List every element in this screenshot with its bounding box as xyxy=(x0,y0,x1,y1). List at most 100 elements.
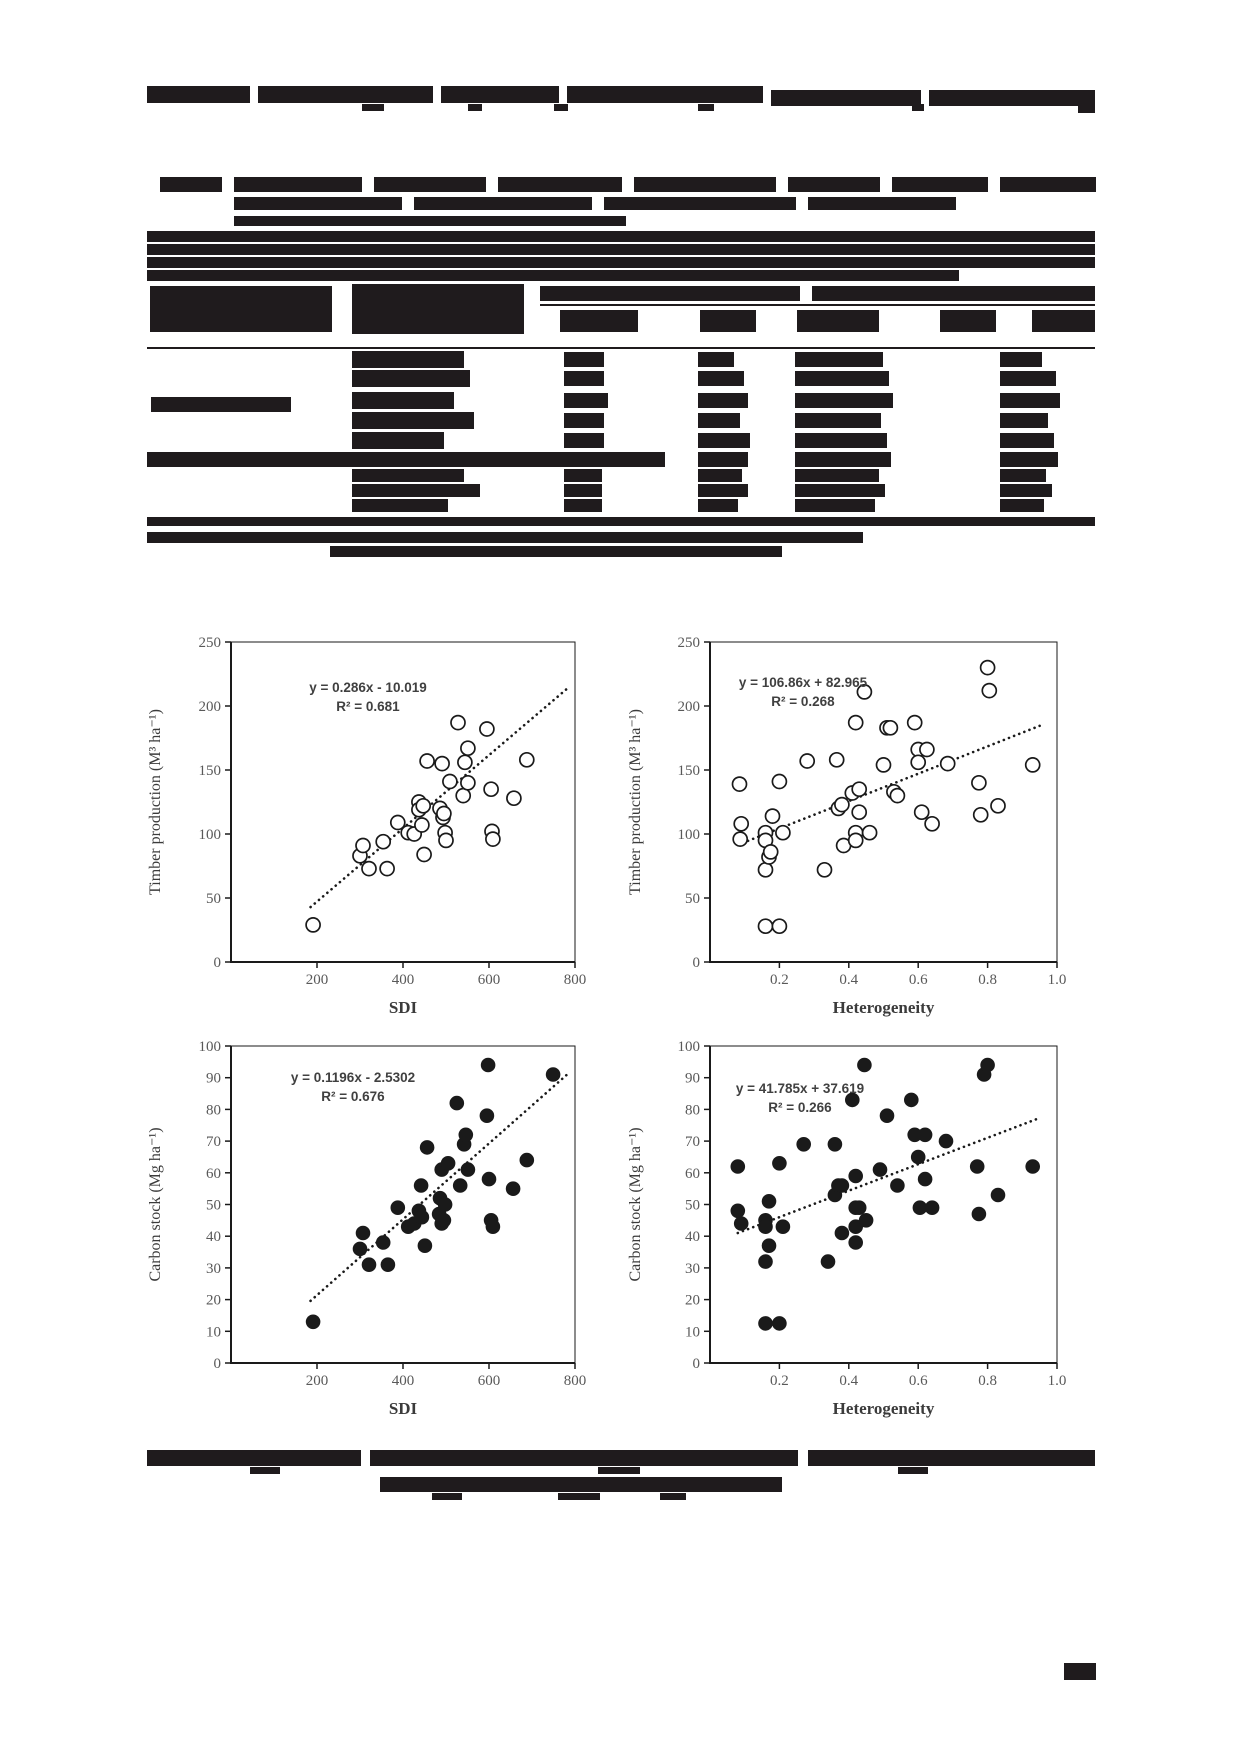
data-point xyxy=(758,1254,773,1269)
redaction-bar xyxy=(564,469,602,482)
redaction-bar xyxy=(147,231,1095,242)
y-tick-label: 70 xyxy=(206,1134,221,1150)
data-point xyxy=(820,1254,836,1269)
redaction-bar xyxy=(147,86,250,103)
y-tick-label: 10 xyxy=(685,1324,700,1340)
data-point xyxy=(419,1140,435,1155)
data-point xyxy=(414,817,430,833)
redaction-bar xyxy=(558,1493,600,1500)
y-tick-label: 40 xyxy=(685,1229,700,1245)
data-point xyxy=(545,1067,561,1082)
y-tick-label: 100 xyxy=(678,1039,701,1055)
redaction-bar xyxy=(352,351,464,368)
redaction-bar xyxy=(150,286,332,332)
redaction-bar xyxy=(250,1467,280,1474)
x-tick-label: 800 xyxy=(564,972,587,988)
redaction-bar xyxy=(147,257,1095,268)
y-tick-label: 50 xyxy=(685,891,700,907)
data-point xyxy=(457,754,473,771)
y-tick-label: 250 xyxy=(199,635,222,651)
redaction-bar xyxy=(795,433,887,448)
y-tick-label: 50 xyxy=(685,1198,700,1214)
data-point xyxy=(879,1108,895,1123)
data-point xyxy=(416,846,432,863)
data-point xyxy=(442,773,458,790)
redaction-bar xyxy=(160,177,222,192)
x-tick-label: 0.8 xyxy=(978,1373,997,1389)
redaction-bar xyxy=(441,86,559,103)
data-point xyxy=(480,1057,496,1073)
data-point xyxy=(761,1238,777,1253)
equation-label: y = 41.785x + 37.619 xyxy=(736,1081,864,1096)
redaction-bar xyxy=(1000,452,1058,467)
data-point xyxy=(851,1200,867,1215)
data-point xyxy=(452,1178,468,1193)
y-tick-label: 100 xyxy=(678,827,701,843)
data-point xyxy=(460,1162,476,1177)
data-point xyxy=(375,833,392,850)
data-point xyxy=(450,714,466,731)
redaction-bar xyxy=(1000,484,1052,497)
data-point xyxy=(775,1219,791,1234)
data-point xyxy=(1025,1159,1040,1174)
data-point xyxy=(733,1216,749,1231)
data-point xyxy=(434,755,450,772)
x-tick-label: 200 xyxy=(306,972,329,988)
redaction-bar xyxy=(352,370,470,387)
redaction-bar xyxy=(352,432,444,449)
redaction-bar xyxy=(788,177,880,192)
redaction-bar xyxy=(380,1477,782,1492)
data-point xyxy=(828,751,845,768)
data-point xyxy=(890,1178,905,1193)
redaction-bar xyxy=(698,393,748,408)
y-tick-label: 70 xyxy=(685,1134,700,1150)
redaction-bar xyxy=(604,197,796,210)
data-point xyxy=(355,837,371,854)
redaction-bar xyxy=(808,197,956,210)
redaction-bar xyxy=(234,216,626,226)
data-point xyxy=(758,1316,773,1331)
x-tick-label: 0.4 xyxy=(839,1373,858,1389)
trendline xyxy=(736,1116,1041,1235)
redaction-bar xyxy=(564,371,604,386)
data-point xyxy=(485,831,501,847)
x-tick-label: 400 xyxy=(392,1373,415,1389)
data-point xyxy=(875,757,892,773)
data-point xyxy=(912,1200,928,1215)
y-tick-label: 80 xyxy=(685,1102,700,1118)
data-point xyxy=(305,917,321,933)
data-point xyxy=(799,753,816,769)
y-tick-label: 90 xyxy=(206,1071,221,1087)
data-point xyxy=(757,861,774,878)
data-point xyxy=(979,659,996,676)
data-point xyxy=(757,918,774,935)
data-point xyxy=(413,1178,429,1193)
redaction-bar xyxy=(698,352,734,367)
r-squared-label: R² = 0.268 xyxy=(771,694,835,709)
redaction-bar xyxy=(795,469,879,482)
redaction-bar xyxy=(698,371,744,386)
redaction-bar xyxy=(374,177,486,192)
x-tick-label: 0.4 xyxy=(839,972,858,988)
y-tick-label: 60 xyxy=(206,1166,221,1182)
redaction-bar xyxy=(808,1450,1095,1466)
redaction-bar xyxy=(330,546,782,557)
redaction-bar xyxy=(1000,469,1046,482)
y-axis-title: Timber production (M³ ha⁻¹) xyxy=(147,709,164,895)
redaction-bar xyxy=(147,347,1095,349)
redaction-bar xyxy=(564,433,604,448)
x-tick-label: 0.6 xyxy=(909,1373,928,1389)
trendline xyxy=(309,1071,570,1303)
redaction-bar xyxy=(1000,371,1056,386)
redaction-bar xyxy=(795,499,875,512)
y-tick-label: 90 xyxy=(685,1071,700,1087)
redaction-bar xyxy=(598,1467,640,1474)
redaction-bar xyxy=(698,433,750,448)
y-axis-title: Timber production (M³ ha⁻¹) xyxy=(627,709,644,895)
redaction-bar xyxy=(564,393,608,408)
x-axis-title: Heterogeneity xyxy=(833,1399,935,1418)
redaction-bar xyxy=(660,1493,686,1500)
data-point xyxy=(858,1213,874,1228)
data-point xyxy=(458,1127,474,1143)
